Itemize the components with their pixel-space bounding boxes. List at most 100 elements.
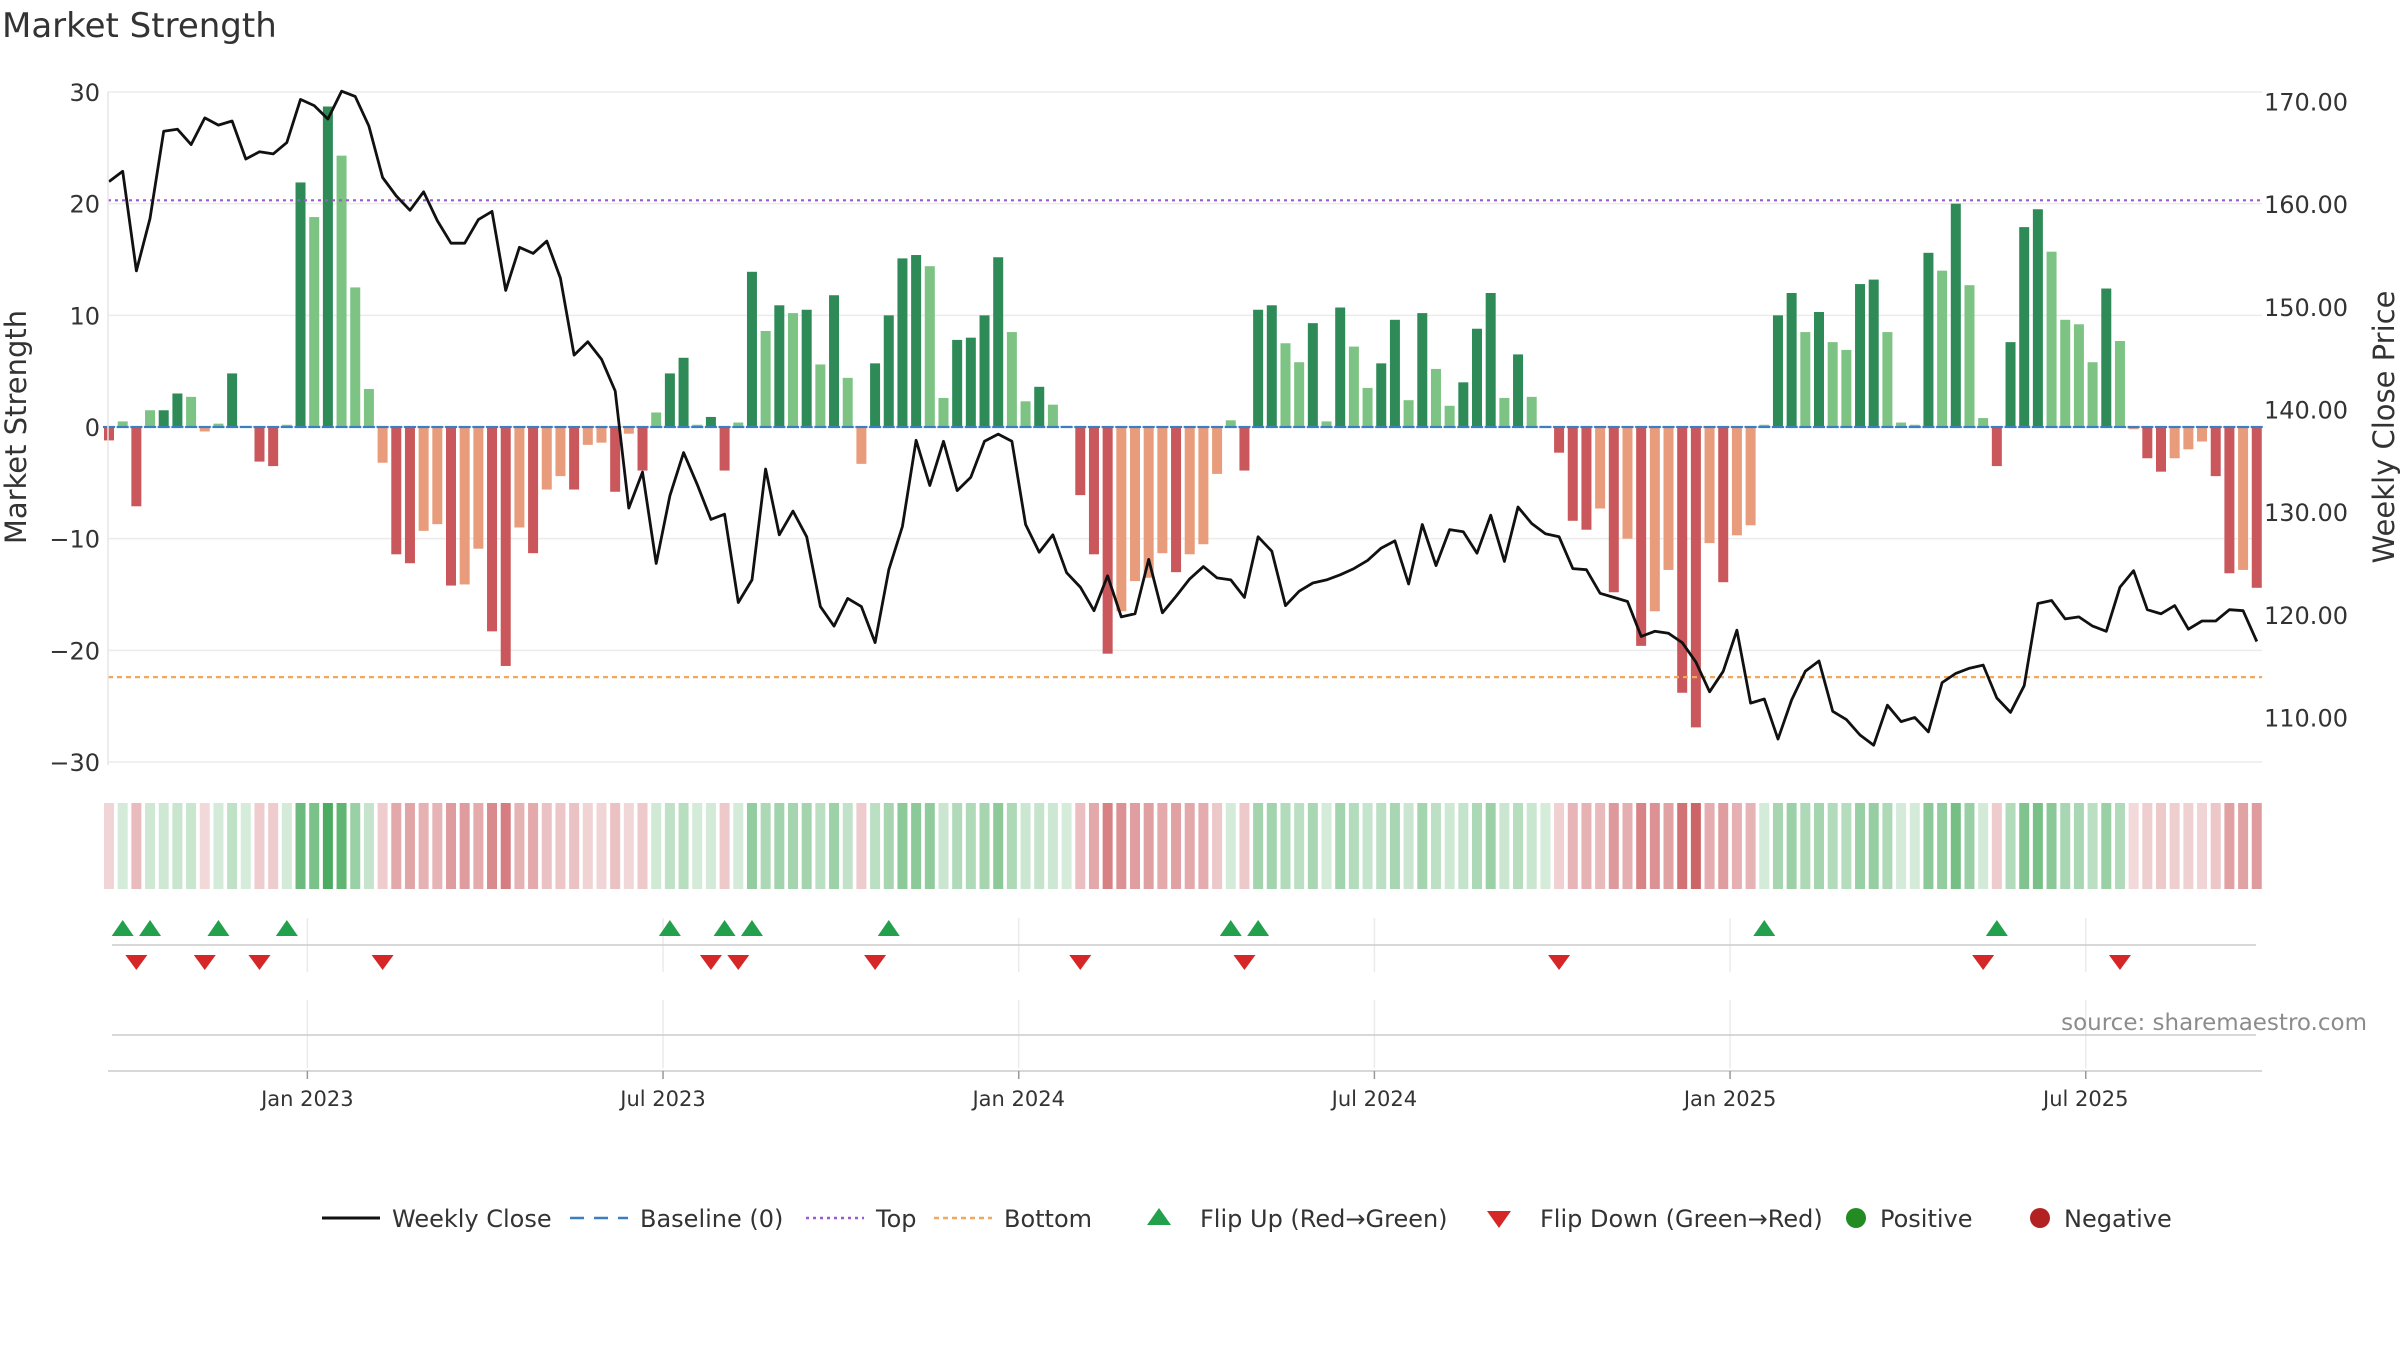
heat-cell — [1253, 803, 1264, 889]
strength-bar — [1376, 363, 1387, 427]
heat-cell — [1348, 803, 1359, 889]
strength-bar — [1731, 427, 1742, 536]
heat-cell — [281, 803, 292, 889]
flip-up-marker — [111, 920, 134, 936]
flip-up-marker — [1219, 920, 1242, 936]
strength-bar — [610, 427, 621, 492]
heat-cell — [2224, 803, 2235, 889]
heat-cell — [2156, 803, 2166, 889]
strength-bar — [760, 330, 771, 427]
x-tick-label: Jul 2024 — [1330, 1087, 1417, 1111]
legend-positive-swatch — [1846, 1208, 1866, 1228]
strength-bar — [418, 427, 429, 531]
heat-cell — [582, 803, 593, 889]
heat-cell — [1581, 803, 1592, 889]
strength-bar — [131, 427, 142, 507]
heat-cell — [145, 803, 156, 889]
heat-cell — [295, 803, 306, 889]
strength-bar — [1212, 427, 1223, 474]
strength-bar — [2114, 341, 2125, 427]
heat-cell — [911, 803, 922, 889]
strength-bar — [2142, 427, 2153, 459]
strength-bar — [1430, 368, 1441, 427]
strength-bar — [1581, 427, 1592, 530]
strength-bar — [1485, 293, 1496, 427]
heat-cell — [1595, 803, 1606, 889]
strength-bar — [1978, 418, 1989, 427]
strength-bar — [528, 427, 539, 554]
heat-cell — [528, 803, 539, 889]
axes: 30 20 10 0 −10 −20 −30 170.00 160.00 150.00 140.00… — [0, 79, 2400, 777]
strength-bar — [1677, 427, 1688, 693]
y-tick-label-right: 130.00 — [2264, 499, 2348, 527]
reference-lines — [103, 199, 2263, 679]
heat-cell — [1472, 803, 1482, 889]
flip-down-marker — [2108, 955, 2131, 970]
heat-cell — [1047, 803, 1058, 889]
strength-bar — [500, 427, 511, 666]
heat-cell — [2142, 803, 2153, 889]
heat-cell — [2128, 803, 2139, 889]
heat-cell — [1540, 803, 1551, 889]
strength-bar — [1088, 427, 1099, 555]
strength-bar — [2251, 427, 2262, 588]
strength-bar — [993, 257, 1004, 427]
flip-down-marker — [864, 955, 887, 970]
heat-cell — [1649, 803, 1660, 889]
strength-bar — [473, 427, 484, 549]
heat-cell — [1937, 803, 1948, 889]
heat-cell — [2238, 803, 2249, 889]
strength-bar — [1047, 404, 1058, 427]
heat-cell — [1827, 803, 1838, 889]
strength-bar — [1225, 420, 1236, 427]
flip-down-marker — [248, 955, 271, 970]
strength-bar — [1348, 346, 1359, 427]
heat-cell — [569, 803, 580, 889]
strength-bar — [2060, 319, 2071, 427]
strength-bar — [1841, 349, 1852, 427]
strength-bar — [2019, 227, 2030, 427]
heat-cell — [610, 803, 621, 889]
heat-cell — [1212, 803, 1223, 889]
strength-bar — [295, 182, 306, 427]
heat-cell — [815, 803, 826, 889]
heat-cell — [1116, 803, 1127, 889]
strength-bar — [213, 423, 224, 427]
heat-cell — [199, 803, 210, 889]
heat-cell — [2101, 803, 2112, 889]
strength-bar — [651, 412, 662, 427]
strength-bar — [1143, 427, 1154, 578]
flip-up-marker — [1753, 920, 1776, 936]
heat-cell — [1554, 803, 1565, 889]
y-tick-label-left: 30 — [69, 79, 100, 107]
heat-cell — [1006, 803, 1017, 889]
legend-negative-swatch — [2030, 1208, 2050, 1228]
heat-cell — [965, 803, 976, 889]
strength-bar — [1950, 203, 1961, 427]
strength-bar — [2156, 427, 2166, 472]
heat-cell — [2019, 803, 2030, 889]
strength-bar — [1909, 424, 1920, 427]
x-tick-label: Jan 2025 — [1682, 1087, 1777, 1111]
flip-up-marker — [713, 920, 736, 936]
strength-bar — [856, 427, 867, 464]
heat-cell — [1102, 803, 1113, 889]
strength-bar — [2101, 288, 2112, 427]
heat-cell — [1964, 803, 1975, 889]
flip-down-marker — [699, 955, 722, 970]
heat-cell — [1020, 803, 1031, 889]
strength-bar — [1253, 309, 1264, 427]
heat-cell — [883, 803, 894, 889]
strength-bar — [952, 339, 963, 427]
flip-down-marker — [727, 955, 750, 970]
strength-bar — [1855, 284, 1866, 427]
heat-cell — [377, 803, 388, 889]
heat-cell — [2046, 803, 2057, 889]
heat-cell — [1786, 803, 1797, 889]
legend: Weekly Close Baseline (0) Top Bottom Flip Up… — [322, 1205, 2172, 1233]
heat-cell — [1294, 803, 1305, 889]
strength-bar — [336, 155, 347, 427]
heat-cell — [2005, 803, 2016, 889]
strength-bar — [2087, 362, 2098, 427]
